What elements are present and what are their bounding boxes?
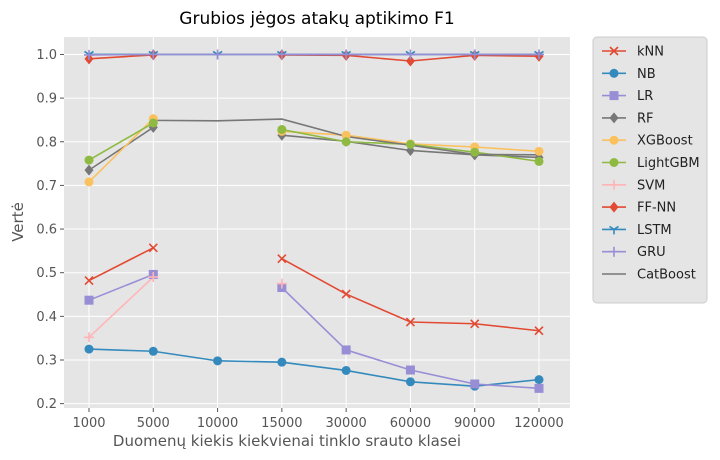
series-line-lightgbm [88,122,154,161]
legend-label-lr: LR [637,89,653,104]
legend-label-catboost: CatBoost [637,268,696,283]
legend-marker-lstm [609,225,619,235]
series-markers [84,49,544,393]
data-point-knn [341,289,351,299]
legend-label-xgboost: XGBoost [637,134,693,149]
data-point-gru [469,49,480,60]
x-tick-label: 120000 [514,416,564,431]
data-point-lightgbm [470,147,480,157]
x-tick-label: 15000 [261,416,302,431]
data-point-lightgbm [405,139,415,149]
series-line-knn [88,247,154,282]
data-point-lightgbm [277,125,287,135]
y-tick-label: 0.6 [36,223,57,238]
series-line-svm [88,276,154,338]
y-tick-label: 0.8 [36,135,57,150]
legend-label-rf: RF [637,111,654,126]
legend-label-lightgbm: LightGBM [637,156,700,171]
data-point-knn [470,319,480,329]
legend-label-lstm: LSTM [637,223,672,238]
data-point-nb [341,365,351,375]
data-point-nb [213,356,223,366]
data-point-gru [341,49,352,60]
series-line-ff-nn [88,54,154,60]
legend: kNN NB LR RF XGBoost LightGBM SVM FF-NN LSTM GRU C… [592,36,708,304]
series-line-nb [88,348,540,387]
data-point-gru [84,49,94,60]
data-point-nb [84,344,94,354]
legend-marker-ff-nn [609,201,619,213]
data-point-lr [405,365,415,375]
x-tick-label: 90000 [454,416,495,431]
series-line-lr [88,273,154,301]
y-tick-label: 0.4 [36,310,57,325]
legend-marker-nb [609,68,619,78]
data-point-nb [148,346,158,356]
y-tick-label: 0.7 [36,179,57,194]
data-point-knn [148,243,158,253]
data-point-xgboost [341,130,351,140]
data-point-gru [276,49,287,60]
legend-marker-knn [609,46,619,56]
legend-label-ff-nn: FF-NN [637,201,676,216]
y-tick-label: 0.2 [36,397,57,412]
data-point-svm [276,278,287,289]
data-point-svm [148,272,159,283]
series-line-rf [88,126,154,171]
legend-label-knn: kNN [637,45,664,60]
data-point-knn [277,254,287,264]
data-point-lightgbm [534,156,544,166]
legend-box [592,36,708,304]
x-tick-label: 60000 [390,416,431,431]
data-point-lightgbm [148,118,158,128]
data-point-lr [84,295,94,305]
x-tick-label: 5000 [137,416,170,431]
data-point-knn [84,275,94,286]
x-tick-label: 10000 [197,416,238,431]
legend-label-gru: GRU [637,245,666,260]
y-tick-label: 0.5 [36,266,57,281]
data-point-nb [277,357,287,367]
legend-marker-lr [609,91,619,101]
data-point-lightgbm [341,137,351,147]
legend-marker-rf [609,112,619,124]
data-point-gru [212,49,223,60]
y-axis-label: Vertė [9,202,27,242]
legend-label-svm: SVM [637,178,665,193]
data-point-nb [534,375,544,385]
data-point-gru [534,49,544,60]
legend-marker-gru [609,246,619,257]
y-tick-label: 0.3 [36,353,57,368]
plot-background [64,37,570,408]
data-point-lr [470,379,480,389]
y-tick-label: 1.0 [36,48,57,63]
data-point-lr [341,345,351,355]
y-tick-label: 0.9 [36,92,57,107]
legend-marker-svm [609,179,619,190]
data-point-lightgbm [84,155,94,165]
x-axis-ticks: 1000 5000 10000 15000 30000 60000 90000 120000 [72,408,564,431]
data-point-svm [84,332,94,343]
x-axis-label: Duomenų kiekis kiekvienai tinklo srauto … [113,432,461,450]
legend-marker-lightgbm [609,158,619,167]
legend-marker-xgboost [609,135,619,145]
data-point-xgboost [84,177,94,187]
x-tick-label: 30000 [325,416,366,431]
chart-title: Grubios jėgos atakų aptikimo F1 [179,9,454,29]
data-point-xgboost [534,146,544,156]
data-point-lr [534,383,544,393]
data-point-knn [405,317,415,327]
data-point-ff-nn [405,55,415,67]
data-point-rf [84,164,94,176]
y-axis-ticks: 0.2 0.3 0.4 0.5 0.6 0.7 0.8 0.9 1.0 [36,48,64,412]
legend-label-nb: NB [637,67,656,82]
data-point-knn [534,326,544,336]
data-point-nb [405,377,415,387]
x-tick-label: 1000 [72,416,105,431]
data-point-gru [405,49,416,60]
data-point-gru [148,49,159,60]
